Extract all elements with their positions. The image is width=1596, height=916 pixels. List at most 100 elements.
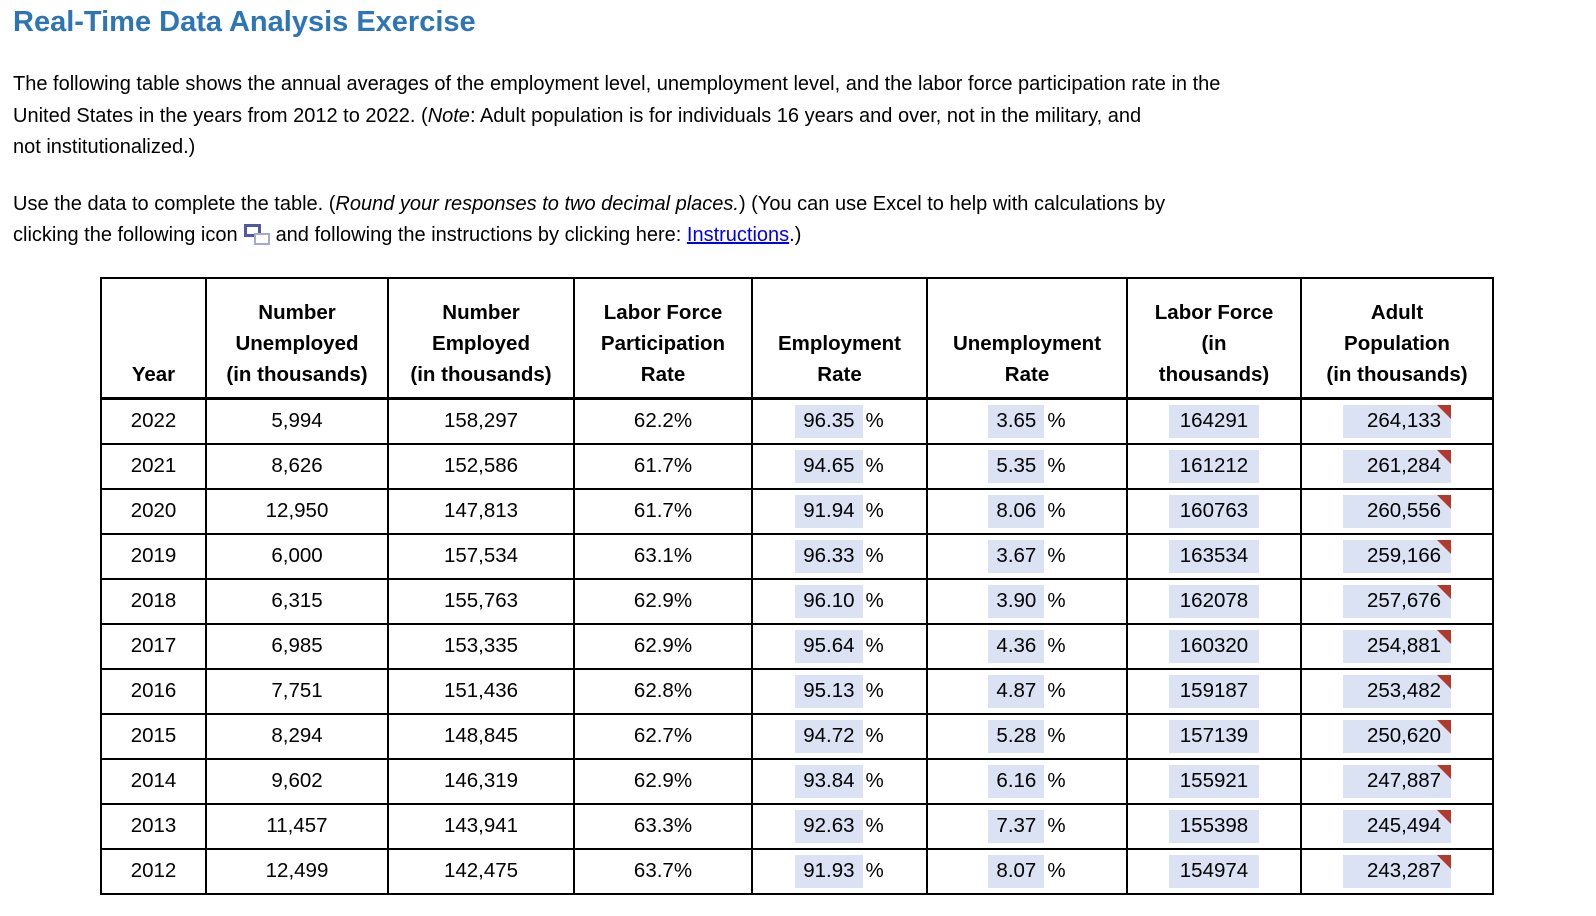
number-employed-value: 151,436: [443, 679, 519, 702]
labor-force-input[interactable]: 155921: [1168, 764, 1260, 798]
number-unemployed-value: 5,994: [271, 409, 323, 433]
comment-flag-icon: [1437, 719, 1452, 734]
excel-launch-icon[interactable]: [243, 223, 270, 245]
year-value: 2016: [130, 679, 177, 702]
lfpr-cell: 62.2%: [573, 397, 753, 445]
number-employed-value: 155,763: [443, 589, 519, 612]
labor-force-input[interactable]: 155398: [1168, 809, 1260, 843]
unemployment-rate-input[interactable]: 8.06: [988, 494, 1045, 528]
adult-population-value: 264,133: [1366, 408, 1442, 432]
percent-label: %: [865, 543, 884, 567]
year-value: 2015: [130, 724, 177, 747]
unemployment-rate-input[interactable]: 3.67: [988, 539, 1045, 573]
labor-force-cell: 159187: [1126, 667, 1302, 715]
unemployment-rate-cell: 3.90%: [926, 577, 1128, 625]
table-row: 2015 8,294 148,845 62.7% 94.72% 5.28% 15…: [100, 712, 1494, 760]
employment-rate-input[interactable]: 96.33: [795, 539, 863, 573]
labor-force-input[interactable]: 159187: [1168, 674, 1260, 708]
adult-population-input[interactable]: 253,482: [1342, 674, 1452, 708]
adult-population-input[interactable]: 243,287: [1342, 854, 1452, 888]
adult-population-input[interactable]: 257,676: [1342, 584, 1452, 618]
adult-population-input[interactable]: 254,881: [1342, 629, 1452, 663]
number-employed-value: 146,319: [443, 769, 519, 792]
number-unemployed-cell: 9,602: [205, 757, 389, 805]
year-cell: 2016: [100, 667, 207, 715]
labor-force-input[interactable]: 160763: [1168, 494, 1260, 528]
number-unemployed-value: 11,457: [266, 814, 328, 837]
labor-force-input[interactable]: 161212: [1168, 449, 1260, 483]
percent-label: %: [1047, 723, 1066, 747]
unemployment-rate-input[interactable]: 5.35: [988, 449, 1045, 483]
adult-population-input[interactable]: 264,133: [1342, 404, 1452, 438]
percent-label: %: [865, 723, 884, 747]
unemployment-rate-input[interactable]: 6.16: [988, 764, 1045, 798]
employment-rate-input[interactable]: 96.35: [795, 404, 863, 438]
employment-rate-input[interactable]: 93.84: [795, 764, 863, 798]
labor-force-cell: 161212: [1126, 442, 1302, 490]
unemployment-rate-cell: 8.07%: [926, 847, 1128, 895]
number-unemployed-value: 8,626: [271, 454, 323, 477]
unemployment-rate-input[interactable]: 7.37: [988, 809, 1045, 843]
unemployment-rate-cell: 5.35%: [926, 442, 1128, 490]
employment-rate-input[interactable]: 96.10: [795, 584, 863, 618]
number-employed-value: 143,941: [443, 814, 519, 837]
adult-population-input[interactable]: 261,284: [1342, 449, 1452, 483]
labor-force-input[interactable]: 162078: [1168, 584, 1260, 618]
labor-force-input[interactable]: 157139: [1168, 719, 1260, 753]
labor-force-input[interactable]: 154974: [1168, 854, 1260, 888]
employment-rate-input[interactable]: 95.13: [795, 674, 863, 708]
percent-label: %: [1047, 678, 1066, 702]
number-employed-value: 152,586: [443, 454, 519, 477]
employment-rate-input[interactable]: 92.63: [795, 809, 863, 843]
labor-force-cell: 155398: [1126, 802, 1302, 850]
employment-rate-input[interactable]: 94.72: [795, 719, 863, 753]
adult-population-value: 254,881: [1366, 633, 1442, 657]
table-row: 2021 8,626 152,586 61.7% 94.65% 5.35% 16…: [100, 442, 1494, 490]
table-body: 2022 5,994 158,297 62.2% 96.35% 3.65% 16…: [100, 397, 1494, 895]
number-unemployed-value: 7,751: [271, 679, 323, 702]
employment-rate-cell: 91.93%: [751, 847, 928, 895]
unemployment-rate-input[interactable]: 8.07: [988, 854, 1045, 888]
adult-population-input[interactable]: 245,494: [1342, 809, 1452, 843]
labor-force-cell: 157139: [1126, 712, 1302, 760]
employment-rate-input[interactable]: 91.93: [795, 854, 863, 888]
number-unemployed-cell: 8,294: [205, 712, 389, 760]
lfpr-value: 63.7%: [633, 859, 693, 882]
number-employed-value: 147,813: [443, 499, 519, 522]
instructions-link[interactable]: Instructions: [686, 224, 790, 246]
unemployment-rate-cell: 3.65%: [926, 397, 1128, 445]
intro-text-1: The following table shows the annual ave…: [13, 73, 1221, 127]
employment-rate-input[interactable]: 91.94: [795, 494, 863, 528]
adult-population-input[interactable]: 250,620: [1342, 719, 1452, 753]
table-row: 2013 11,457 143,941 63.3% 92.63% 7.37% 1…: [100, 802, 1494, 850]
unemployment-rate-input[interactable]: 4.36: [988, 629, 1045, 663]
employment-rate-input[interactable]: 95.64: [795, 629, 863, 663]
percent-label: %: [1047, 813, 1066, 837]
lfpr-value: 63.3%: [633, 814, 693, 837]
unemployment-rate-input[interactable]: 4.87: [988, 674, 1045, 708]
unemployment-rate-input[interactable]: 3.65: [988, 404, 1045, 438]
year-cell: 2022: [100, 397, 207, 445]
adult-population-input[interactable]: 247,887: [1342, 764, 1452, 798]
number-unemployed-value: 8,294: [271, 724, 323, 747]
lfpr-value: 61.7%: [633, 499, 693, 522]
adult-population-value: 250,620: [1366, 723, 1442, 747]
lfpr-cell: 62.7%: [573, 712, 753, 760]
table-row: 2019 6,000 157,534 63.1% 96.33% 3.67% 16…: [100, 532, 1494, 580]
employment-rate-cell: 92.63%: [751, 802, 928, 850]
employment-rate-input[interactable]: 94.65: [795, 449, 863, 483]
labor-force-input[interactable]: 160320: [1168, 629, 1260, 663]
unemployment-rate-input[interactable]: 5.28: [988, 719, 1045, 753]
year-value: 2021: [130, 454, 177, 477]
adult-population-input[interactable]: 259,166: [1342, 539, 1452, 573]
year-cell: 2017: [100, 622, 207, 670]
table-row: 2012 12,499 142,475 63.7% 91.93% 8.07% 1…: [100, 847, 1494, 895]
unemployment-rate-cell: 6.16%: [926, 757, 1128, 805]
adult-population-input[interactable]: 260,556: [1342, 494, 1452, 528]
col-header-unemployment-rate: Unemployment Rate: [926, 276, 1128, 400]
instructions-text-1: Use the data to complete the table. (: [13, 192, 336, 215]
labor-force-input[interactable]: 164291: [1168, 404, 1260, 438]
labor-force-input[interactable]: 163534: [1168, 539, 1260, 573]
adult-population-cell: 254,881: [1300, 622, 1494, 670]
unemployment-rate-input[interactable]: 3.90: [988, 584, 1045, 618]
